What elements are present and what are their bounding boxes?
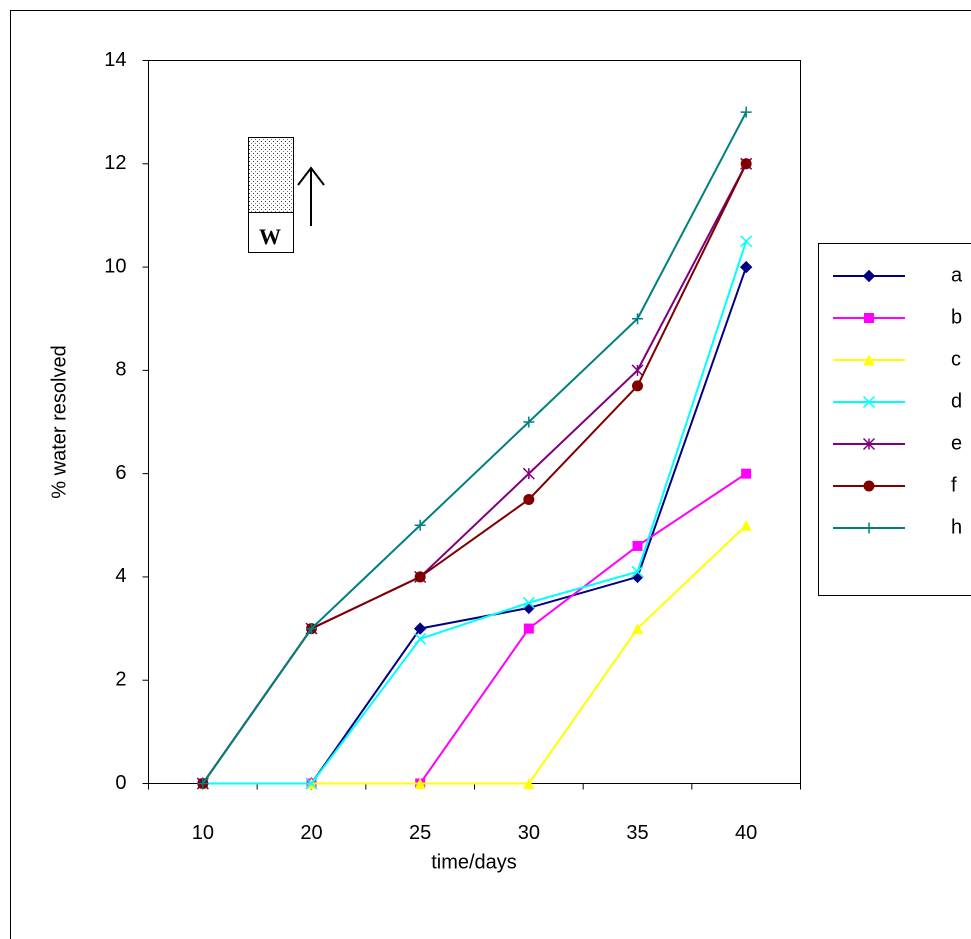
series-line	[202, 111, 748, 785]
data-point	[740, 158, 752, 170]
data-point	[741, 468, 752, 479]
legend-marker	[863, 522, 875, 534]
inset-label: W	[259, 224, 281, 249]
y-axis-label: % water resolved	[48, 345, 70, 498]
legend-marker	[862, 437, 876, 451]
y-tick-label: 0	[115, 772, 126, 794]
legend-label: h	[951, 516, 962, 538]
data-point	[197, 778, 209, 789]
series	[197, 106, 752, 789]
plot-area	[148, 60, 801, 784]
data-point	[305, 777, 318, 790]
data-point	[740, 519, 752, 531]
data-point	[632, 623, 643, 635]
x-axis-label: time/days	[431, 851, 517, 873]
legend-marker	[862, 269, 876, 283]
y-tick-label: 4	[115, 565, 126, 587]
y-tick-label: 12	[104, 152, 126, 174]
data-point	[306, 623, 317, 635]
legend-label: f	[951, 474, 957, 496]
data-point	[740, 106, 752, 118]
y-tick-label: 6	[115, 462, 126, 484]
data-point	[631, 364, 644, 377]
legend-marker	[863, 480, 875, 492]
inset-icon: W	[248, 137, 325, 253]
x-tick-label: 25	[409, 822, 431, 844]
y-tick-label: 2	[115, 668, 126, 690]
data-point	[631, 565, 644, 578]
data-point	[523, 778, 535, 789]
data-point	[632, 380, 643, 392]
series	[196, 235, 753, 790]
data-point	[522, 467, 535, 480]
data-point	[414, 519, 426, 531]
data-point	[523, 623, 534, 634]
data-point	[632, 313, 643, 325]
data-point	[632, 540, 643, 551]
legend-label: e	[951, 432, 962, 454]
x-tick-label: 35	[626, 822, 648, 844]
y-tick-label: 10	[104, 255, 126, 277]
data-point	[414, 632, 427, 645]
data-point	[523, 416, 535, 428]
legend-label: b	[951, 306, 962, 328]
x-tick-label: 10	[192, 822, 214, 844]
data-point	[414, 571, 426, 583]
legend-marker	[862, 395, 876, 409]
data-point	[740, 235, 753, 248]
series-line	[202, 240, 748, 785]
legend	[818, 243, 971, 596]
data-point	[739, 260, 753, 274]
data-point	[413, 622, 427, 635]
legend-label: d	[951, 390, 962, 412]
y-tick-label: 14	[104, 49, 126, 71]
y-tick-label: 8	[115, 359, 126, 381]
legend-label: a	[951, 264, 963, 286]
data-point	[523, 493, 535, 505]
data-point	[414, 778, 426, 789]
x-tick-label: 40	[735, 822, 757, 844]
legend-label: c	[951, 348, 961, 370]
x-tick-label: 20	[300, 822, 322, 844]
data-point	[522, 596, 535, 609]
legend-marker	[863, 354, 875, 366]
x-tick-label: 30	[518, 822, 540, 844]
legend-marker	[864, 313, 874, 323]
